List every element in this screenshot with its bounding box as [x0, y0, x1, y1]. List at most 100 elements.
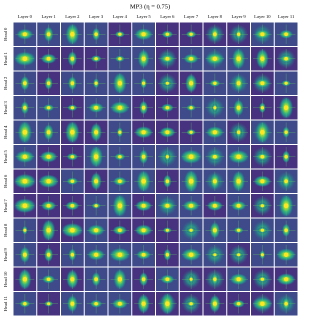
cell-core	[70, 155, 75, 159]
column-label: Layer 10	[254, 14, 271, 19]
heatmap-cell	[61, 243, 84, 267]
heatmap-cell	[156, 267, 179, 291]
heatmap-cell	[251, 145, 274, 169]
heatmap-cell	[203, 292, 227, 316]
cell-core	[94, 130, 99, 135]
cell-core	[70, 252, 75, 257]
heatmap-cell	[227, 218, 250, 242]
cell-core	[189, 302, 193, 306]
heatmap-cell	[108, 145, 132, 169]
cell-core	[165, 203, 170, 208]
cell-core	[236, 178, 241, 184]
cell-core	[118, 228, 122, 233]
cell-core	[93, 154, 99, 160]
cell-core	[117, 105, 123, 110]
heatmap-cell	[251, 292, 274, 316]
heatmap-cell	[274, 267, 298, 291]
cell-core	[189, 130, 193, 134]
heatmap-cell	[13, 145, 37, 169]
heatmap-cell	[251, 243, 274, 267]
cell-core	[284, 301, 288, 306]
heatmap-cell	[203, 145, 227, 169]
cell-core	[236, 56, 241, 62]
heatmap-cell	[37, 292, 60, 316]
cell-core	[283, 203, 289, 209]
heatmap-cell	[274, 292, 298, 316]
cell-core	[189, 277, 193, 281]
cell-core	[70, 227, 75, 233]
heatmap-cell	[179, 145, 203, 169]
cell-core	[94, 252, 99, 257]
heatmap-cell	[251, 120, 274, 145]
heatmap-cell	[203, 47, 227, 71]
cell-core	[141, 178, 146, 184]
cell-core	[94, 179, 99, 184]
cell-core	[284, 130, 288, 134]
cell-core	[212, 56, 218, 61]
heatmap-cell	[108, 292, 132, 316]
cell-core	[284, 81, 288, 85]
cell-core	[23, 302, 27, 306]
heatmap-cell	[37, 243, 60, 267]
cell-core	[260, 81, 265, 86]
heatmap-cell	[227, 47, 250, 71]
row-label: Head 0	[3, 27, 8, 41]
heatmap-cell	[61, 292, 84, 316]
cell-core	[70, 203, 75, 208]
cell-core	[236, 105, 241, 110]
heatmap-cell	[132, 292, 155, 316]
heatmap-cell	[108, 193, 132, 218]
cell-core	[46, 81, 51, 86]
cell-core	[22, 154, 28, 159]
cell-core	[117, 80, 123, 86]
cell-core	[284, 155, 288, 159]
heatmap-cell	[61, 169, 84, 193]
cell-core	[260, 106, 265, 110]
heatmap-cell	[203, 194, 227, 218]
cell-core	[117, 301, 122, 306]
heatmap-cell	[37, 169, 60, 193]
cell-core	[189, 56, 194, 61]
heatmap-cell	[179, 194, 203, 218]
cell-core	[212, 203, 217, 208]
cell-core	[22, 277, 28, 282]
heatmap-cell	[227, 243, 250, 267]
row-label: Head 4	[3, 125, 8, 139]
heatmap-cell	[156, 71, 179, 95]
cell-core	[284, 228, 288, 233]
heatmap-cell	[274, 47, 298, 71]
cell-core	[94, 204, 98, 208]
cell-core	[236, 130, 241, 134]
cell-core	[212, 130, 217, 135]
cell-core	[236, 203, 241, 208]
cell-core	[118, 57, 122, 61]
column-label: Layer 1	[42, 14, 57, 19]
cell-core	[212, 179, 217, 184]
heatmap-cell	[251, 218, 274, 242]
heatmap-cell	[251, 169, 274, 193]
cell-core	[165, 277, 170, 282]
row-label: Head 3	[3, 100, 8, 114]
cell-core	[212, 154, 217, 159]
cell-core	[22, 203, 28, 209]
cell-core	[188, 178, 194, 184]
heatmap-cell	[203, 120, 227, 144]
cell-core	[212, 32, 217, 37]
cell-core	[260, 56, 265, 61]
heatmap-cell	[84, 169, 108, 193]
heatmap-cell	[179, 71, 203, 95]
cell-core	[141, 81, 146, 85]
cell-core	[70, 277, 75, 282]
heatmap-cell	[37, 218, 60, 242]
heatmap-cell	[61, 22, 84, 46]
cell-core	[94, 32, 98, 37]
heatmap-cell	[251, 194, 274, 218]
heatmap-cell	[108, 243, 132, 267]
cell-core	[213, 277, 217, 281]
heatmap-cell	[132, 71, 155, 95]
cell-core	[94, 57, 98, 61]
heatmap-cell	[274, 169, 298, 193]
heatmap-cell	[37, 145, 60, 169]
column-label: Layer 0	[18, 14, 33, 19]
heatmap-cell	[61, 145, 84, 169]
